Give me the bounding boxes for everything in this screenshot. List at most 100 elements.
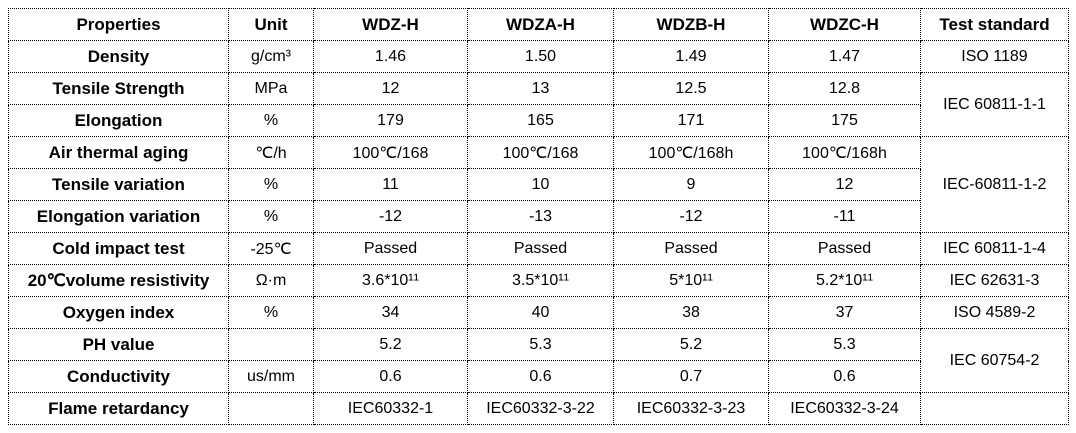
table-row-ph-value: PH value 5.2 5.3 5.2 5.3 IEC 60754-2: [8, 328, 1069, 393]
standard-cell: IEC 62631-3: [920, 264, 1069, 297]
property-cell: Tensile Strength: [8, 72, 229, 105]
value-cell: 5.2: [313, 328, 468, 361]
value-cell: Passed: [313, 232, 468, 265]
value-cell: 9: [613, 168, 769, 201]
table-row-elongation-variation: Elongation variation % -12 -13 -12 -11: [8, 200, 1069, 233]
value-cell: 12: [313, 72, 468, 105]
table-row-density: Density g/cm³ 1.46 1.50 1.49 1.47 ISO 11…: [8, 40, 1069, 73]
value-cell: 3.6*10¹¹: [313, 264, 468, 297]
value-cell: IEC60332-3-22: [467, 392, 614, 425]
unit-cell: ℃/h: [228, 136, 314, 169]
value-cell: 12.8: [768, 72, 921, 105]
unit-cell: us/mm: [228, 360, 314, 393]
unit-cell: [228, 392, 314, 425]
value-cell: -12: [313, 200, 468, 233]
standard-cell: [920, 392, 1069, 425]
standard-cell: IEC 60811-1-1: [920, 72, 1069, 137]
value-cell: 0.6: [467, 360, 614, 393]
value-cell: 179: [313, 104, 468, 137]
value-cell: 38: [613, 296, 769, 329]
value-cell: Passed: [467, 232, 614, 265]
property-cell: 20℃volume resistivity: [8, 264, 229, 297]
value-cell: 11: [313, 168, 468, 201]
col-header-unit: Unit: [228, 8, 314, 41]
table-row-conductivity: Conductivity us/mm 0.6 0.6 0.7 0.6: [8, 360, 1069, 393]
value-cell: 10: [467, 168, 614, 201]
table-row-cold-impact-test: Cold impact test -25℃ Passed Passed Pass…: [8, 232, 1069, 265]
col-header-wdza-h: WDZA-H: [467, 8, 614, 41]
value-cell: Passed: [768, 232, 921, 265]
table-row-volume-resistivity: 20℃volume resistivity Ω·m 3.6*10¹¹ 3.5*1…: [8, 264, 1069, 297]
value-cell: 5.3: [467, 328, 614, 361]
value-cell: 5.3: [768, 328, 921, 361]
value-cell: 0.7: [613, 360, 769, 393]
value-cell: 175: [768, 104, 921, 137]
unit-cell: %: [228, 296, 314, 329]
value-cell: 5*10¹¹: [613, 264, 769, 297]
unit-cell: %: [228, 104, 314, 137]
value-cell: 13: [467, 72, 614, 105]
col-header-wdz-h: WDZ-H: [313, 8, 468, 41]
property-cell: Density: [8, 40, 229, 73]
col-header-test-standard: Test standard: [920, 8, 1069, 41]
standard-cell: IEC 60811-1-4: [920, 232, 1069, 265]
value-cell: 165: [467, 104, 614, 137]
unit-cell: Ω·m: [228, 264, 314, 297]
table-row-air-thermal-aging: Air thermal aging ℃/h 100℃/168 100℃/168 …: [8, 136, 1069, 233]
unit-cell: [228, 328, 314, 361]
value-cell: 5.2*10¹¹: [768, 264, 921, 297]
property-cell: Oxygen index: [8, 296, 229, 329]
header-row: Properties Unit WDZ-H WDZA-H WDZB-H WDZC…: [8, 8, 1069, 41]
value-cell: -12: [613, 200, 769, 233]
standard-cell: IEC-60811-1-2: [920, 136, 1069, 233]
properties-table: Properties Unit WDZ-H WDZA-H WDZB-H WDZC…: [8, 8, 1069, 425]
value-cell: IEC60332-3-23: [613, 392, 769, 425]
value-cell: 37: [768, 296, 921, 329]
value-cell: 0.6: [313, 360, 468, 393]
unit-cell: -25℃: [228, 232, 314, 265]
table-row-flame-retardancy: Flame retardancy IEC60332-1 IEC60332-3-2…: [8, 392, 1069, 425]
col-header-wdzb-h: WDZB-H: [613, 8, 769, 41]
unit-cell: %: [228, 200, 314, 233]
value-cell: -13: [467, 200, 614, 233]
col-header-properties: Properties: [8, 8, 229, 41]
value-cell: 171: [613, 104, 769, 137]
standard-cell: ISO 4589-2: [920, 296, 1069, 329]
unit-cell: g/cm³: [228, 40, 314, 73]
value-cell: 40: [467, 296, 614, 329]
value-cell: -11: [768, 200, 921, 233]
value-cell: 3.5*10¹¹: [467, 264, 614, 297]
value-cell: 1.46: [313, 40, 468, 73]
property-cell: Tensile variation: [8, 168, 229, 201]
unit-cell: %: [228, 168, 314, 201]
value-cell: Passed: [613, 232, 769, 265]
table-row-oxygen-index: Oxygen index % 34 40 38 37 ISO 4589-2: [8, 296, 1069, 329]
value-cell: 100℃/168h: [613, 136, 769, 169]
value-cell: 5.2: [613, 328, 769, 361]
value-cell: 1.50: [467, 40, 614, 73]
property-cell: Elongation: [8, 104, 229, 137]
value-cell: IEC60332-3-24: [768, 392, 921, 425]
property-cell: Conductivity: [8, 360, 229, 393]
property-cell: Flame retardancy: [8, 392, 229, 425]
value-cell: 0.6: [768, 360, 921, 393]
table-row-tensile-variation: Tensile variation % 11 10 9 12: [8, 168, 1069, 201]
col-header-wdzc-h: WDZC-H: [768, 8, 921, 41]
value-cell: 100℃/168: [467, 136, 614, 169]
property-cell: Elongation variation: [8, 200, 229, 233]
value-cell: IEC60332-1: [313, 392, 468, 425]
value-cell: 34: [313, 296, 468, 329]
value-cell: 1.47: [768, 40, 921, 73]
standard-cell: IEC 60754-2: [920, 328, 1069, 393]
standard-cell: ISO 1189: [920, 40, 1069, 73]
value-cell: 12.5: [613, 72, 769, 105]
property-cell: Air thermal aging: [8, 136, 229, 169]
table-row-elongation: Elongation % 179 165 171 175: [8, 104, 1069, 137]
value-cell: 100℃/168h: [768, 136, 921, 169]
value-cell: 1.49: [613, 40, 769, 73]
value-cell: 100℃/168: [313, 136, 468, 169]
unit-cell: MPa: [228, 72, 314, 105]
value-cell: 12: [768, 168, 921, 201]
table-row-tensile-strength: Tensile Strength MPa 12 13 12.5 12.8 IEC…: [8, 72, 1069, 137]
property-cell: PH value: [8, 328, 229, 361]
